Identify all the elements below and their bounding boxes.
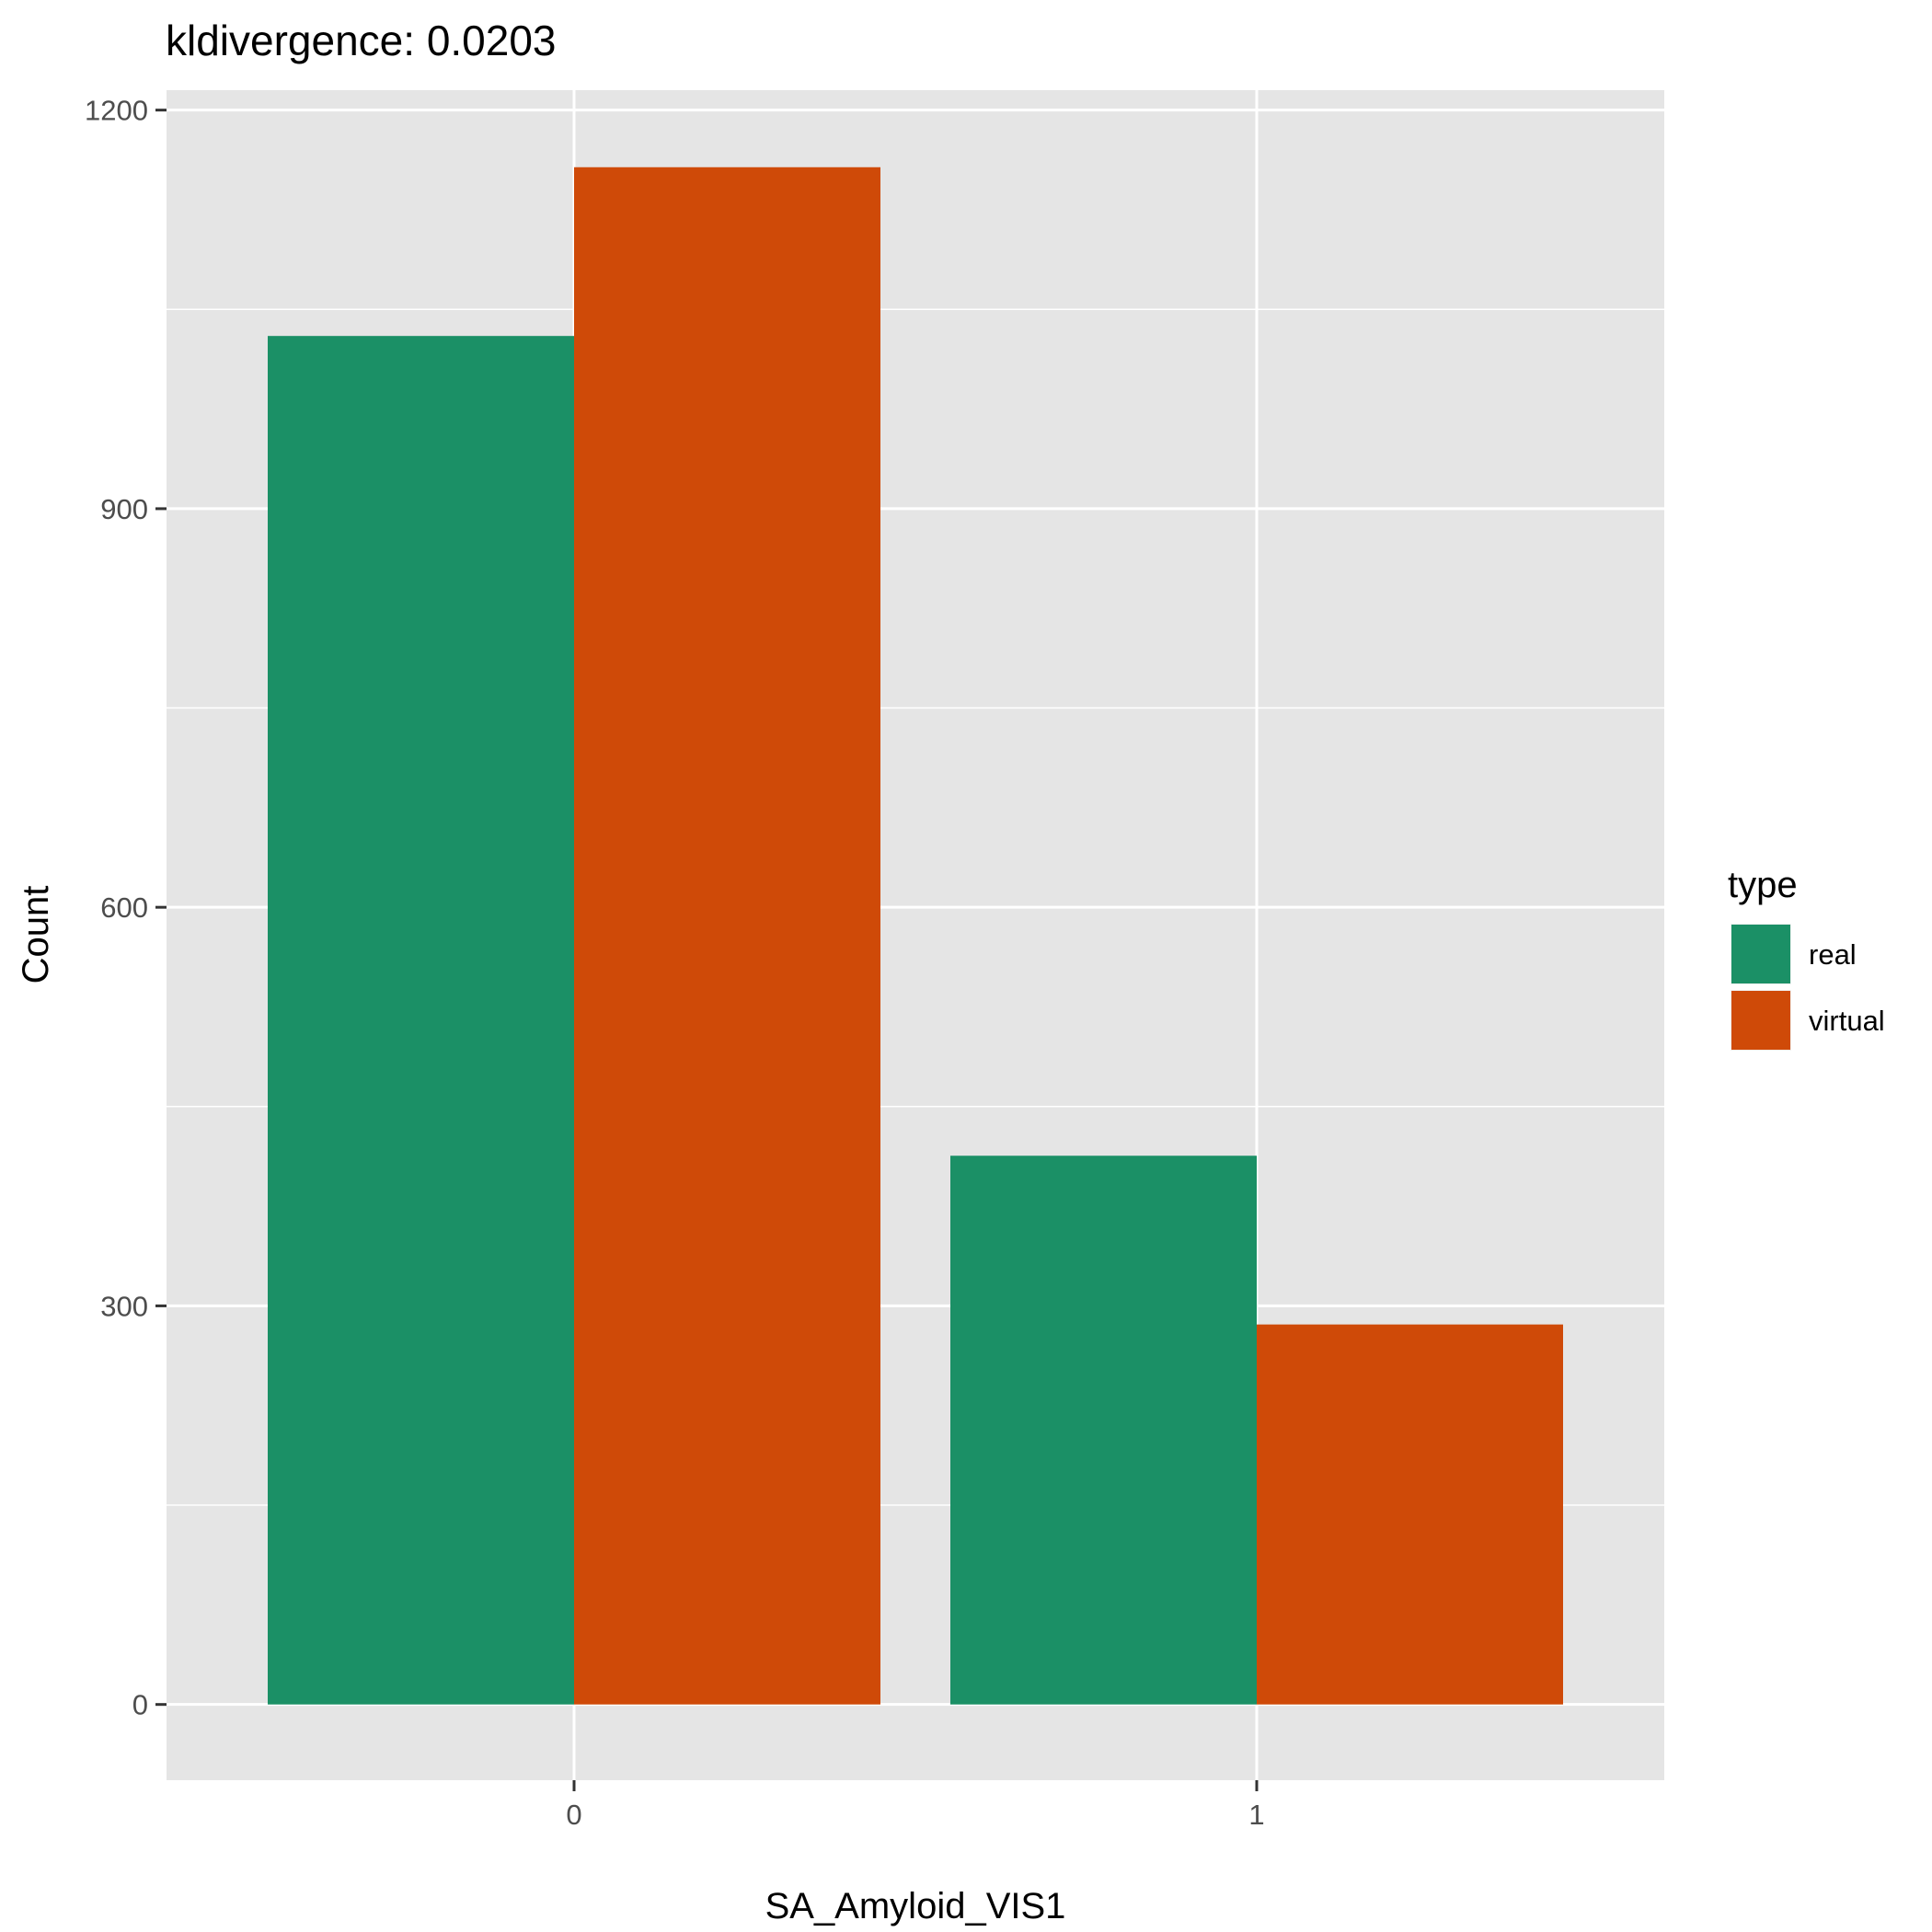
y-tick-label: 900 <box>100 493 148 525</box>
bars <box>268 167 1563 1705</box>
legend-swatch-real <box>1731 925 1790 983</box>
y-tick-label: 600 <box>100 891 148 924</box>
legend: type real virtual <box>1728 865 1885 1052</box>
legend-swatch-virtual <box>1731 991 1790 1050</box>
x-tick-label: 1 <box>1248 1799 1264 1831</box>
legend-items: real virtual <box>1729 922 1885 1052</box>
bar-virtual-1 <box>1257 1324 1563 1705</box>
y-axis: 0 300 600 900 1200 <box>85 95 167 1721</box>
legend-label-virtual: virtual <box>1809 1005 1885 1037</box>
x-tick-label: 0 <box>566 1799 581 1831</box>
y-axis-title: Count <box>16 886 56 984</box>
legend-label-real: real <box>1809 938 1857 971</box>
bar-real-0 <box>268 336 574 1705</box>
y-tick-label: 1200 <box>85 95 148 127</box>
y-tick-label: 300 <box>100 1290 148 1322</box>
x-axis-title: SA_Amyloid_VIS1 <box>765 1886 1066 1926</box>
chart-title: kldivergence: 0.0203 <box>166 17 557 64</box>
bar-real-1 <box>950 1156 1257 1705</box>
bar-virtual-0 <box>574 167 880 1705</box>
y-tick-label: 0 <box>132 1689 148 1721</box>
legend-title: type <box>1728 865 1798 905</box>
